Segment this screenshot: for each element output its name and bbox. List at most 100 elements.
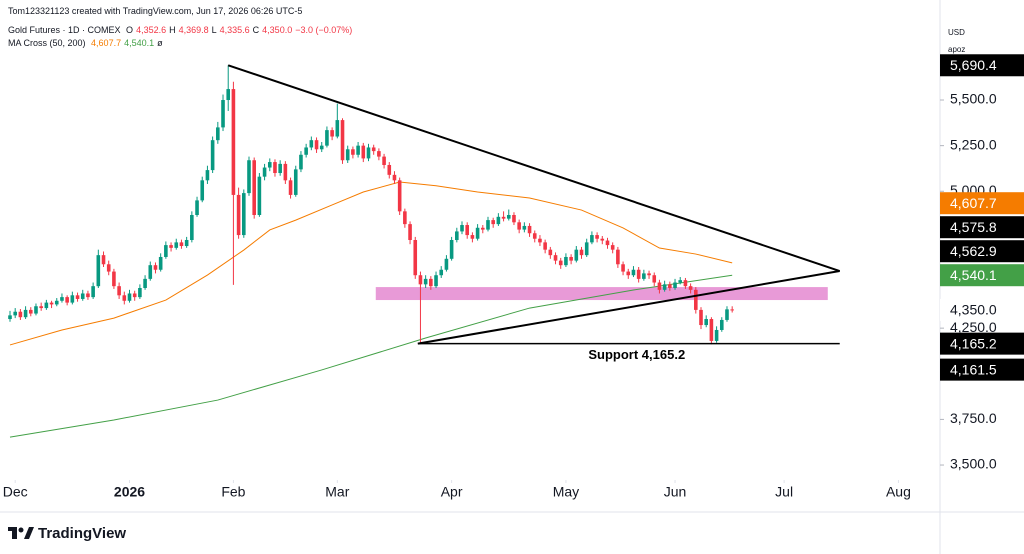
candle-body	[252, 160, 256, 215]
candle-body	[517, 222, 521, 230]
candle-body	[210, 140, 215, 171]
x-tick-label: May	[553, 484, 579, 500]
candle-body	[273, 162, 277, 174]
candle-body	[403, 211, 407, 225]
candle-body	[117, 286, 121, 296]
moving-average	[9, 181, 733, 346]
candle-body	[694, 289, 698, 310]
price-tag	[940, 54, 1024, 77]
moving-average	[9, 274, 733, 438]
price-tag	[940, 358, 1024, 381]
candle-body	[455, 231, 459, 240]
candle-body	[377, 151, 381, 157]
support-label: Support 4,165.2	[588, 347, 685, 362]
candle-body	[522, 225, 527, 230]
candle-body	[475, 227, 480, 239]
candle-body	[309, 140, 314, 148]
x-tick-label: Dec	[3, 484, 28, 500]
candle-body	[397, 180, 402, 212]
candle-body	[449, 240, 454, 259]
candle-body	[325, 130, 329, 146]
candle-body	[392, 174, 397, 181]
zone	[375, 287, 828, 301]
candle-body	[668, 284, 672, 288]
indicator-name: MA Cross (50, 200)	[8, 38, 86, 48]
ohlc-value: 4,350.0	[262, 25, 293, 35]
currency-box[interactable]: USD apoz	[948, 24, 965, 58]
candle-body	[80, 293, 85, 299]
price-tag-label: 4,562.9	[950, 243, 997, 259]
candle-body	[262, 167, 267, 177]
candle-body	[444, 258, 449, 270]
indicator-value: 4,607.7	[91, 38, 122, 48]
candle-body	[330, 130, 334, 137]
candle-body	[226, 89, 231, 101]
candle-body	[195, 200, 199, 215]
candle-body	[28, 309, 33, 314]
price-tag-label: 4,161.5	[950, 361, 997, 377]
x-tick-label: Jun	[664, 484, 687, 500]
candle-body	[486, 220, 490, 230]
candle-body	[299, 154, 303, 170]
candle-body	[205, 170, 210, 181]
candle-body	[278, 163, 282, 174]
candle-body	[221, 100, 225, 128]
price-tag-label: 4,350.0	[950, 302, 997, 318]
candle-body	[590, 235, 594, 243]
x-tick-label: Feb	[221, 484, 245, 500]
candle-body	[704, 319, 709, 326]
ohlc-key: C	[252, 25, 260, 35]
candle-body	[439, 269, 444, 276]
indicator-line: MA Cross (50, 200) 4,607.7 4,540.1 ø	[8, 38, 166, 48]
candle-body	[579, 249, 584, 256]
candle-body	[725, 309, 729, 320]
candle-body	[465, 225, 470, 236]
candle-body	[200, 180, 205, 201]
price-tag	[940, 216, 1024, 239]
candle-body	[491, 220, 495, 225]
candle-body	[714, 329, 719, 341]
price-tag-label: 4,165.2	[950, 335, 997, 351]
candle-body	[158, 256, 163, 270]
y-tick-label: 3,500.0	[950, 456, 997, 472]
candle-body	[605, 240, 610, 246]
candle-body	[538, 238, 542, 243]
price-tag-label: 4,607.7	[950, 195, 997, 211]
candle-body	[65, 297, 69, 303]
candle-body	[699, 309, 703, 326]
candle-body	[54, 300, 59, 305]
candle-body	[164, 245, 168, 257]
candle-body	[23, 309, 28, 318]
candle-body	[621, 264, 625, 272]
candle-body	[683, 280, 688, 287]
y-tick-label: 5,250.0	[950, 136, 997, 152]
candle-body	[616, 249, 620, 265]
candle-body	[657, 282, 662, 290]
candle-body	[408, 224, 412, 240]
candle-body	[153, 265, 158, 270]
x-tick-label: Apr	[441, 484, 463, 500]
ohlc-value: 4,352.6	[136, 25, 167, 35]
candle-body	[91, 286, 95, 298]
candle-body	[314, 140, 319, 150]
candle-body	[18, 311, 23, 318]
trendline	[417, 270, 840, 345]
price-tag	[940, 264, 1024, 287]
candle-body	[730, 309, 734, 311]
candle-body	[132, 293, 137, 298]
candle-body	[543, 242, 547, 250]
candle-body	[283, 163, 288, 181]
candle-body	[506, 214, 511, 219]
brand-logo[interactable]: TradingView	[8, 522, 126, 544]
candle-body	[688, 286, 693, 290]
candle-body	[138, 288, 142, 298]
candle-body	[179, 242, 184, 247]
candle-body	[319, 145, 324, 150]
candle-body	[44, 302, 49, 309]
candle-body	[636, 269, 641, 279]
x-tick-label: Aug	[886, 484, 911, 500]
candle-body	[626, 271, 631, 276]
candle-body	[241, 193, 246, 236]
candle-body	[236, 194, 241, 236]
